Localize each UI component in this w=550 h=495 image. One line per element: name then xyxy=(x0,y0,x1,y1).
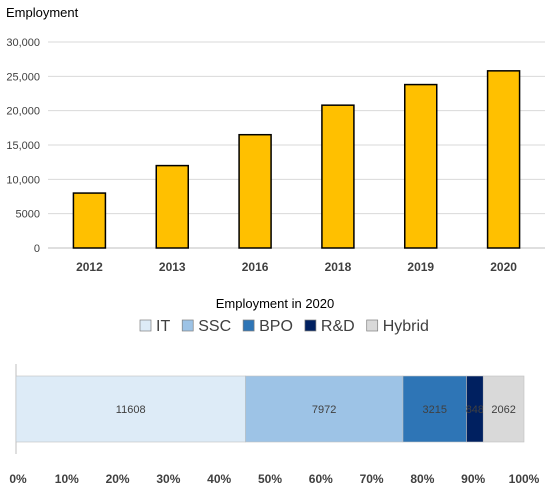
y-tick-label: 0 xyxy=(34,243,40,255)
y-tick-label: 10,000 xyxy=(6,174,40,186)
bar xyxy=(238,133,272,249)
chart-title: Employment xyxy=(6,5,79,20)
data-label: 848 xyxy=(466,404,484,416)
y-tick-label: 30,000 xyxy=(6,37,40,49)
x-tick-label: 60% xyxy=(309,472,333,486)
chart-title: Employment in 2020 xyxy=(216,296,335,311)
x-tick-label: 2018 xyxy=(325,260,352,274)
y-tick-label: 15,000 xyxy=(6,140,40,152)
x-tick-label: 2020 xyxy=(490,260,517,274)
x-tick-label: 2013 xyxy=(159,260,186,274)
legend-label: BPO xyxy=(259,318,293,335)
bar xyxy=(155,164,189,249)
x-tick-label: 80% xyxy=(410,472,434,486)
x-tick-label: 40% xyxy=(207,472,231,486)
legend-swatch xyxy=(366,319,379,332)
legend-swatch xyxy=(242,319,255,332)
x-tick-label: 90% xyxy=(461,472,485,486)
legend-swatch xyxy=(304,319,317,332)
bar xyxy=(486,70,521,249)
x-tick-label: 2016 xyxy=(242,260,269,274)
y-tick-label: 25,000 xyxy=(6,71,40,83)
data-label: 3215 xyxy=(422,404,446,416)
y-tick-label: 5000 xyxy=(16,209,40,221)
x-tick-label: 30% xyxy=(156,472,180,486)
data-label: 7972 xyxy=(312,404,336,416)
x-tick-label: 2012 xyxy=(76,260,103,274)
legend-label: IT xyxy=(156,318,170,335)
x-tick-label: 10% xyxy=(55,472,79,486)
data-label: 11608 xyxy=(116,404,146,416)
legend-swatch xyxy=(181,319,194,332)
y-tick-label: 20,000 xyxy=(6,106,40,118)
legend-label: Hybrid xyxy=(383,318,429,335)
legend-label: SSC xyxy=(198,318,231,335)
bar xyxy=(404,83,438,249)
bar-segment xyxy=(245,375,404,443)
x-tick-label: 0% xyxy=(9,472,27,486)
bar xyxy=(321,104,355,249)
legend-label: R&D xyxy=(321,318,355,335)
bar-segment xyxy=(402,375,467,443)
x-tick-label: 2019 xyxy=(407,260,434,274)
x-tick-label: 50% xyxy=(258,472,282,486)
bar xyxy=(72,192,107,249)
x-tick-label: 100% xyxy=(509,472,540,486)
bar-segment xyxy=(482,375,525,443)
x-tick-label: 70% xyxy=(360,472,384,486)
data-label: 2062 xyxy=(491,404,515,416)
legend-swatch xyxy=(139,319,152,332)
bar-segment xyxy=(15,375,246,443)
x-tick-label: 20% xyxy=(106,472,130,486)
